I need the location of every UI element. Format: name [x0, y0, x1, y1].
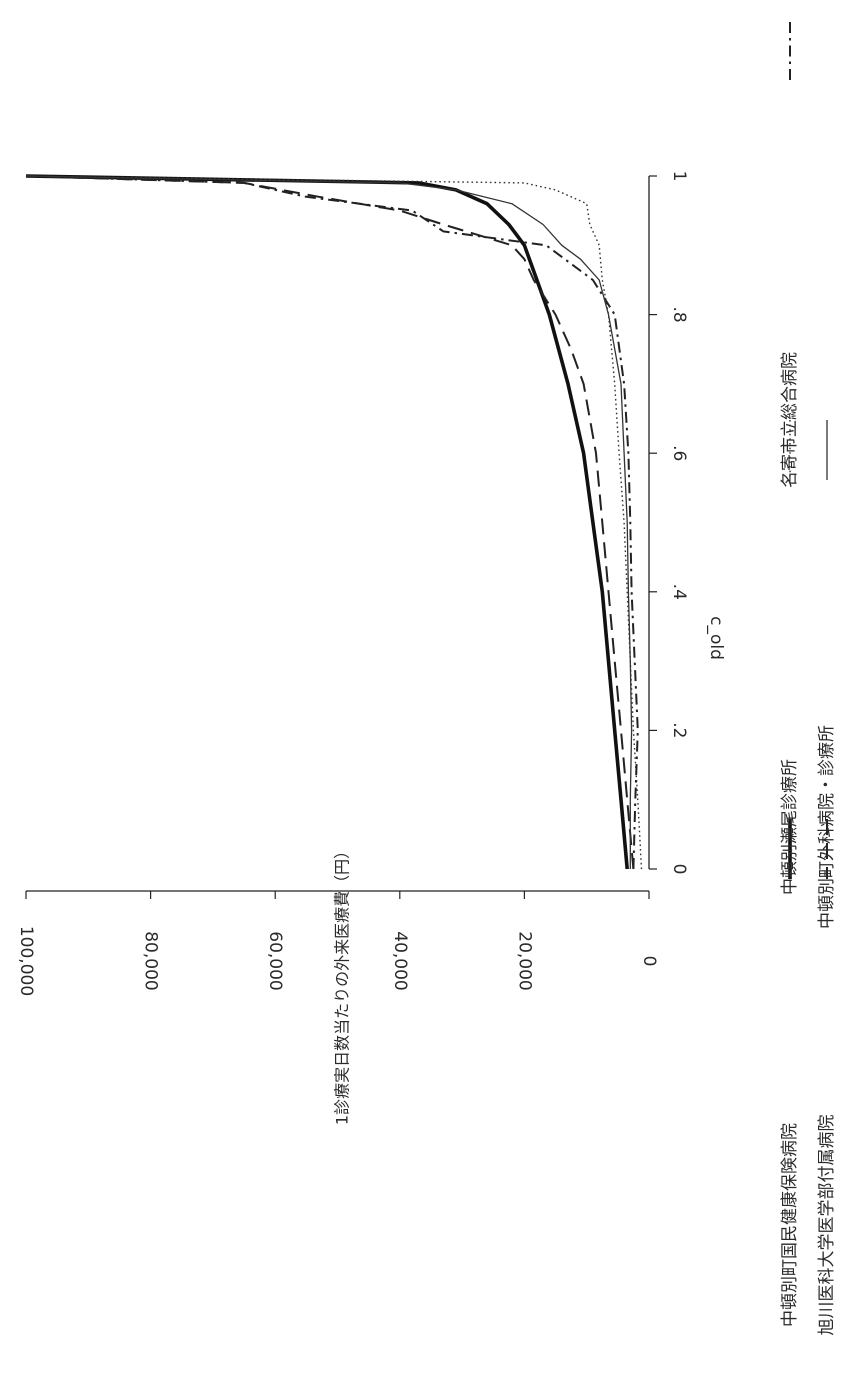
x-tick-label: 0	[669, 864, 689, 875]
y-tick-label: 80,000	[141, 931, 161, 990]
y-tick-label: 0	[639, 956, 659, 967]
series-line-2	[25, 175, 643, 870]
legend-label: 旭川医科大学医学部付属病院	[817, 1115, 837, 1336]
axes: 0 .2 .4 .6 .8 1 c_old 0 20,000 40,000 60,000 80,000…	[16, 171, 726, 1126]
x-axis-label: c_old	[706, 616, 726, 660]
legend-label: 名寄市立総合病院	[780, 352, 800, 488]
y-tick-label: 60,000	[265, 931, 285, 990]
y-tick-label: 20,000	[514, 931, 534, 990]
x-tick-label: .2	[669, 722, 689, 738]
x-tick-label: .8	[669, 306, 689, 322]
y-tick-label: 40,000	[390, 931, 410, 990]
y-tick-label: 100,000	[16, 926, 36, 996]
series-line-3	[25, 175, 639, 870]
x-tick-label: .4	[669, 584, 689, 600]
series-line-5	[25, 175, 633, 869]
y-axis-label: 1診療実日数当たりの外来医療費（円）	[333, 843, 352, 1125]
legend-label: 中頓別町外科病院・診療所	[817, 725, 837, 929]
legend: 中頓別町国民健康保険病院 中頓別瀬尾診療所名寄市立総合病院旭川医科大学医学部付属病…	[780, 22, 837, 1336]
series-line-4	[25, 175, 635, 870]
legend-label: 中頓別町国民健康保険病院	[780, 1123, 800, 1327]
x-tick-label: 1	[669, 171, 689, 182]
x-tick-label: .6	[669, 445, 689, 461]
legend-label: 中頓別瀬尾診療所	[780, 759, 800, 895]
series-line-1	[25, 174, 629, 870]
series-lines	[25, 174, 643, 870]
